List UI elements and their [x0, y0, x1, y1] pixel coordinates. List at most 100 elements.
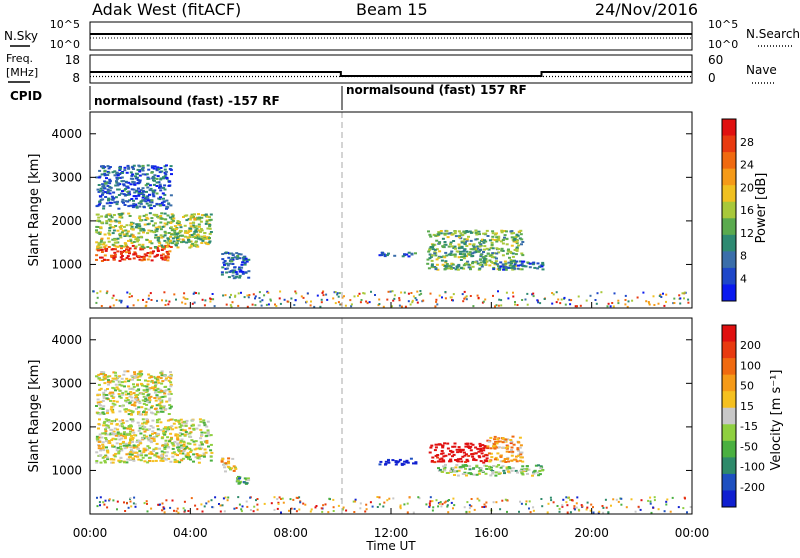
data-cell [158, 171, 162, 174]
data-cell [407, 292, 410, 295]
data-cell [148, 193, 151, 196]
data-cell [118, 232, 122, 235]
data-cell [277, 501, 280, 504]
data-cell [133, 251, 137, 254]
data-cell [278, 496, 281, 499]
data-cell [212, 298, 215, 301]
data-cell [505, 243, 509, 246]
data-cell [144, 422, 148, 425]
data-cell [408, 496, 411, 499]
data-cell [395, 461, 399, 464]
data-cell [158, 242, 162, 245]
data-cell [193, 448, 197, 451]
freq-label: Freq. [6, 52, 33, 65]
data-cell [294, 299, 297, 302]
data-cell [192, 232, 196, 235]
data-cell [376, 506, 379, 508]
data-cell [96, 292, 99, 295]
data-cell [475, 473, 479, 476]
data-cell [152, 448, 156, 451]
data-cell [165, 499, 168, 502]
data-cell [120, 231, 124, 234]
data-cell [290, 297, 293, 300]
data-cell [192, 292, 195, 295]
data-cell [156, 226, 160, 229]
data-cell [100, 305, 103, 307]
data-cell [142, 298, 144, 301]
data-cell [403, 253, 406, 256]
data-cell [378, 463, 382, 466]
data-cell [576, 496, 579, 499]
data-cell [486, 252, 490, 255]
data-cell [486, 235, 490, 237]
data-cell [302, 502, 305, 505]
data-cell [167, 388, 171, 391]
data-cell [441, 296, 443, 299]
data-cell [429, 496, 432, 499]
data-cell [127, 456, 131, 459]
data-cell [98, 203, 101, 206]
data-cell [135, 451, 139, 454]
data-cell [639, 508, 642, 511]
data-cell [160, 254, 163, 257]
data-cell [433, 252, 437, 255]
data-cell [111, 171, 115, 174]
data-cell [206, 227, 210, 230]
data-cell [114, 238, 118, 241]
data-cell [495, 252, 499, 255]
data-cell [112, 430, 116, 433]
power-data-cells [92, 164, 690, 308]
data-cell [169, 377, 173, 380]
data-cell [132, 444, 136, 447]
data-cell [97, 184, 101, 186]
colorbar-swatch [722, 457, 736, 475]
data-cell [483, 248, 486, 251]
data-cell [497, 237, 501, 240]
data-cell [483, 464, 487, 467]
data-cell [414, 252, 417, 255]
data-cell [200, 443, 204, 446]
data-cell [507, 470, 511, 473]
x-tick-label: 16:00 [474, 526, 509, 540]
data-cell [465, 250, 469, 253]
data-cell [577, 508, 580, 511]
data-cell [256, 508, 259, 511]
data-cell [152, 440, 156, 442]
data-cell [130, 404, 134, 406]
data-cell [114, 225, 118, 227]
data-cell [504, 267, 508, 270]
data-cell [598, 510, 601, 513]
data-cell [512, 295, 515, 298]
data-cell [431, 456, 435, 459]
data-cell [499, 466, 503, 469]
data-cell [156, 434, 160, 437]
colorbar-swatch [722, 135, 736, 153]
data-cell [236, 477, 240, 479]
data-cell [126, 305, 129, 308]
data-cell [193, 301, 196, 304]
data-cell [647, 301, 650, 303]
data-cell [194, 225, 198, 228]
data-cell [146, 246, 150, 248]
data-cell [472, 244, 476, 247]
data-cell [192, 424, 195, 427]
data-cell [98, 243, 102, 246]
data-cell [150, 437, 154, 440]
data-cell [197, 292, 200, 295]
data-cell [160, 389, 164, 392]
data-cell [513, 263, 517, 266]
data-cell [118, 234, 122, 237]
data-cell [101, 445, 105, 448]
data-cell [127, 166, 131, 169]
data-cell [150, 166, 154, 169]
data-cell [120, 384, 124, 387]
data-cell [111, 431, 114, 434]
data-cell [197, 456, 201, 459]
data-cell [123, 258, 127, 261]
data-cell [229, 270, 233, 273]
data-cell [114, 434, 118, 437]
colorbar-tick-label: 16 [740, 204, 754, 217]
data-cell [490, 241, 494, 244]
data-cell [119, 396, 123, 399]
data-cell [155, 396, 159, 399]
